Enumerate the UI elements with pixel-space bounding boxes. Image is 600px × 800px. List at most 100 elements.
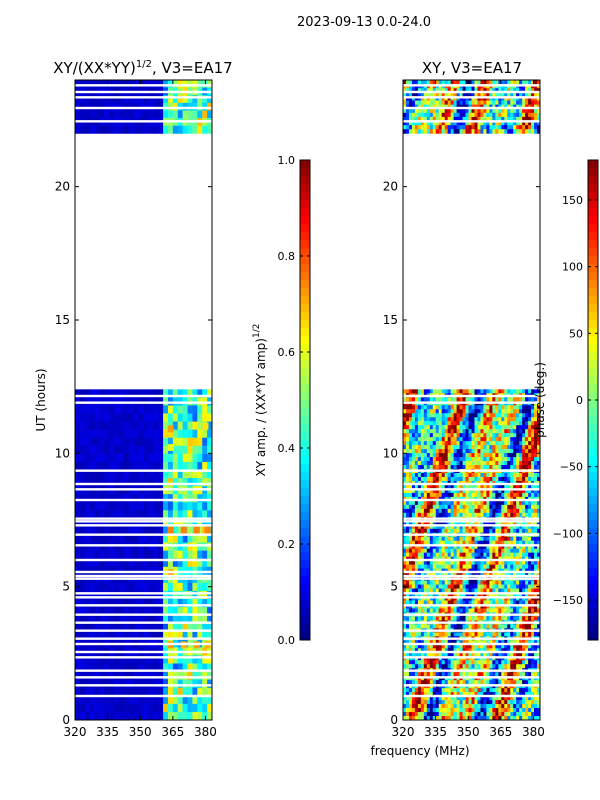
flagged-row [403,520,540,523]
y-tick-label: 20 [383,180,398,194]
flagged-row [75,577,212,580]
flagged-row [75,629,212,632]
colorbar-segment [588,592,598,601]
panel-amplitude-title: XY/(XX*YY)1/2, V3=EA17 [53,59,232,77]
colorbar-segment [300,224,310,233]
amplitude-ylabel: UT (hours) [34,368,48,431]
colorbar-tick-label: 100 [562,261,583,274]
flagged-row [403,637,540,640]
flagged-row [403,596,540,599]
flagged-row [403,524,540,527]
colorbar-segment [300,344,310,353]
flagged-row [75,637,212,640]
phase-colorbar-ticks: −150 −100 −50 0 50 100 150 [553,194,598,607]
colorbar-segment [300,544,310,553]
colorbar-segment [300,536,310,545]
colorbar-segment [588,232,598,241]
colorbar-segment [588,328,598,337]
colorbar-segment [300,216,310,225]
amplitude-axes: 320 335 350 365 380 0 5 10 15 20 [55,80,217,739]
colorbar-tick-label: 0.2 [278,538,296,551]
flagged-row [75,106,212,110]
colorbar-segment [300,528,310,537]
colorbar-segment [588,208,598,217]
colorbar-segment [300,272,310,281]
colorbar-segment [300,600,310,609]
colorbar-segment [588,336,598,345]
colorbar-segment [588,568,598,577]
colorbar-segment [588,184,598,193]
colorbar-segment [300,240,310,249]
colorbar-segment [300,512,310,521]
heatmap-hot-spot [167,425,174,433]
flagged-row [403,604,540,607]
amplitude-colorbar-gradient [300,160,310,641]
amplitude-colorbar-frame [299,159,311,641]
flagged-row [75,604,212,607]
colorbar-tick-label: −50 [560,461,583,474]
colorbar-segment [588,544,598,553]
colorbar-segment [588,560,598,569]
flagged-row [403,498,540,502]
colorbar-segment [300,288,310,297]
colorbar-segment [588,344,598,353]
flagged-row [403,684,540,687]
colorbar-segment [588,608,598,617]
x-tick-label: 380 [194,725,217,739]
flagged-row [403,106,540,110]
colorbar-segment [300,568,310,577]
colorbar-segment [300,576,310,585]
flagged-row [75,488,212,491]
flagged-row [75,676,212,679]
flagged-row [403,621,540,624]
colorbar-segment [300,488,310,497]
colorbar-segment [588,296,598,305]
colorbar-segment [588,624,598,633]
phase-plot-frame [402,79,541,721]
y-tick-label: 10 [383,446,398,460]
colorbar-segment [588,272,598,281]
colorbar-segment [588,416,598,425]
amplitude-colorbar-ticks: 0.0 0.2 0.4 0.6 0.8 1.0 [278,154,310,647]
colorbar-tick-label: 0.8 [278,250,296,263]
flagged-row [75,498,212,502]
colorbar-segment [300,496,310,505]
x-tick-label: 350 [129,725,152,739]
flagged-row [403,482,540,486]
colorbar-segment [300,592,310,601]
y-tick-label: 5 [390,580,398,594]
colorbar-segment [588,432,598,441]
panel-phase: XY, V3=EA17 320 335 350 365 380 0 5 10 15 20 [383,59,545,739]
flagged-row [75,642,212,646]
colorbar-segment [300,448,310,457]
colorbar-segment [588,192,598,201]
colorbar-segment [588,160,598,169]
colorbar-segment [300,608,310,617]
flagged-row [403,570,540,574]
colorbar-segment [588,216,598,225]
colorbar-segment [300,336,310,345]
colorbar-segment [300,368,310,377]
phase-colorbar-gradient [588,160,598,641]
colorbar-segment [588,400,598,409]
colorbar-segment [300,552,310,561]
flagged-row [75,469,212,472]
colorbar-segment [588,176,598,185]
colorbar-segment [588,464,598,473]
colorbar-segment [300,360,310,369]
flagged-row [75,482,212,486]
colorbar-tick-label: 50 [569,327,583,340]
colorbar-segment [300,456,310,465]
colorbar-segment [300,464,310,473]
flagged-row [75,592,212,595]
colorbar-segment [300,584,310,593]
flagged-row [75,669,212,672]
flagged-row [75,120,212,123]
colorbar-segment [588,488,598,497]
colorbar-segment [588,520,598,529]
flagged-row [403,656,540,659]
flagged-row [403,84,540,87]
heatmap-hot-spot [193,526,200,534]
colorbar-segment [588,600,598,609]
